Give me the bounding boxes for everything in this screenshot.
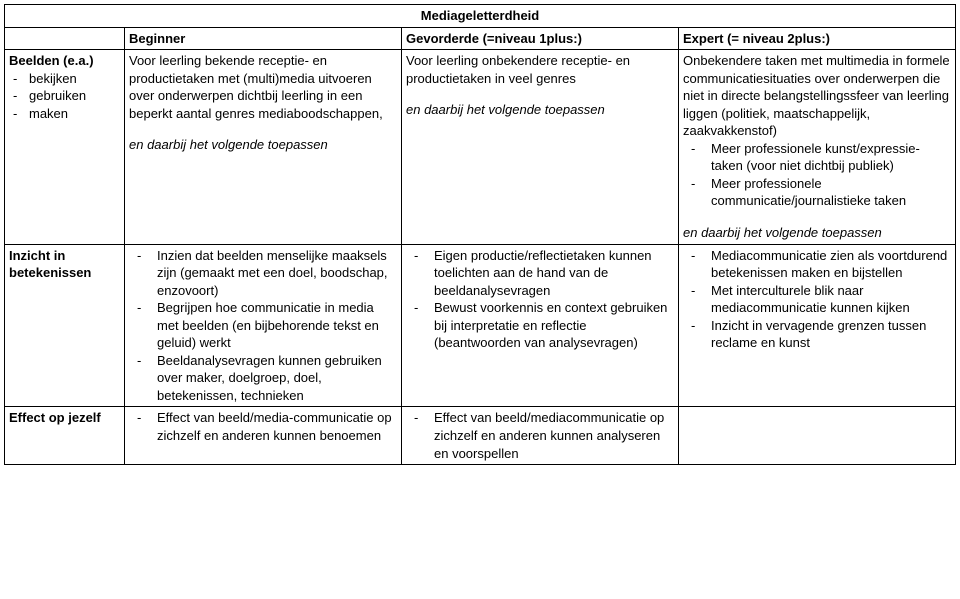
list-item: Beeldanalysevragen kunnen gebruiken over… [129,352,397,405]
cell-expert-beelden: Onbekendere taken met multimedia in form… [679,50,956,244]
row-label-effect: Effect op jezelf [5,407,125,465]
table-row: Effect op jezelf Effect van beeld/media-… [5,407,956,465]
list-item: Begrijpen hoe communicatie in media met … [129,299,397,352]
cell-text: Voor leerling bekende receptie- en produ… [129,52,397,122]
cell-list: Effect van beeld/mediacommunicatie op zi… [406,409,674,462]
table-row: Beelden (e.a.) bekijken gebruiken maken … [5,50,956,244]
list-item: Effect van beeld/mediacommunicatie op zi… [406,409,674,462]
list-item: Effect van beeld/media-communicatie op z… [129,409,397,444]
cell-text: Voor leerling onbekendere receptie- en p… [406,52,674,87]
cell-beginner-effect: Effect van beeld/media-communicatie op z… [125,407,402,465]
cell-beginner-inzicht: Inzien dat beelden menselijke maaksels z… [125,244,402,407]
list-item: Meer professionele kunst/expressie-taken… [683,140,951,175]
cell-em: en daarbij het volgende toepassen [406,101,674,119]
list-item: Eigen productie/reflectietaken kunnen to… [406,247,674,300]
row-label-items: bekijken gebruiken maken [9,70,120,123]
list-item: Meer professionele communicatie/journali… [683,175,951,210]
header-blank [5,27,125,50]
cell-gevorderde-beelden: Voor leerling onbekendere receptie- en p… [402,50,679,244]
list-item: Met interculturele blik naar mediacommun… [683,282,951,317]
list-item: Inzicht in vervagende grenzen tussen rec… [683,317,951,352]
cell-gevorderde-effect: Effect van beeld/mediacommunicatie op zi… [402,407,679,465]
header-gevorderde: Gevorderde (=niveau 1plus:) [402,27,679,50]
list-item: Mediacommunicatie zien als voortdurend b… [683,247,951,282]
cell-list: Effect van beeld/media-communicatie op z… [129,409,397,444]
table-title: Mediageletterdheid [5,5,956,28]
table-row: Inzicht in betekenissen Inzien dat beeld… [5,244,956,407]
mediageletterdheid-table: Mediageletterdheid Beginner Gevorderde (… [4,4,956,465]
cell-gevorderde-inzicht: Eigen productie/reflectietaken kunnen to… [402,244,679,407]
cell-list: Inzien dat beelden menselijke maaksels z… [129,247,397,405]
list-item: Inzien dat beelden menselijke maaksels z… [129,247,397,300]
cell-em: en daarbij het volgende toepassen [129,136,397,154]
row-label-inzicht: Inzicht in betekenissen [5,244,125,407]
cell-expert-effect [679,407,956,465]
cell-text: Onbekendere taken met multimedia in form… [683,52,951,140]
cell-beginner-beelden: Voor leerling bekende receptie- en produ… [125,50,402,244]
cell-list: Mediacommunicatie zien als voortdurend b… [683,247,951,352]
row-label-title: Beelden (e.a.) [9,53,94,68]
list-item: Bewust voorkennis en context gebruiken b… [406,299,674,352]
cell-em: en daarbij het volgende toepassen [683,224,951,242]
list-item: gebruiken [9,87,120,105]
header-expert: Expert (= niveau 2plus:) [679,27,956,50]
row-label-beelden: Beelden (e.a.) bekijken gebruiken maken [5,50,125,244]
list-item: maken [9,105,120,123]
header-beginner: Beginner [125,27,402,50]
cell-list: Meer professionele kunst/expressie-taken… [683,140,951,210]
cell-expert-inzicht: Mediacommunicatie zien als voortdurend b… [679,244,956,407]
cell-list: Eigen productie/reflectietaken kunnen to… [406,247,674,352]
list-item: bekijken [9,70,120,88]
